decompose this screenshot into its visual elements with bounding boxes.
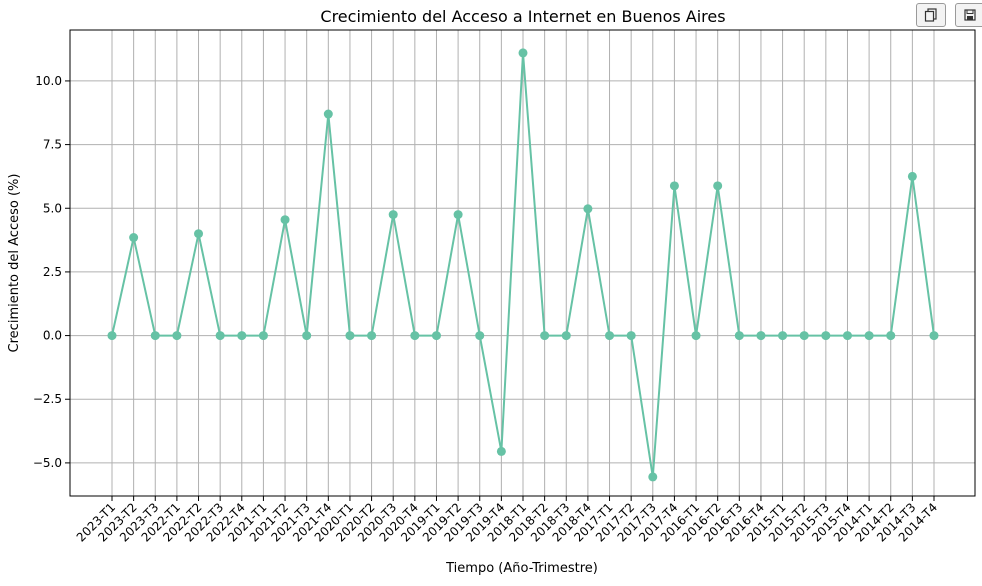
x-axis: 2023-T12023-T22023-T32022-T12022-T22022-… bbox=[74, 496, 940, 545]
x-axis-label: Tiempo (Año-Trimestre) bbox=[445, 561, 598, 576]
save-icon bbox=[964, 9, 976, 21]
data-point bbox=[172, 331, 182, 341]
data-point bbox=[540, 331, 550, 341]
data-point bbox=[626, 331, 636, 341]
grid-lines bbox=[70, 30, 975, 496]
data-point bbox=[496, 446, 506, 456]
copy-button[interactable] bbox=[916, 3, 946, 27]
data-point bbox=[194, 229, 204, 239]
data-point bbox=[907, 171, 917, 181]
data-point bbox=[864, 331, 874, 341]
data-point bbox=[713, 181, 723, 191]
data-point bbox=[129, 233, 139, 243]
copy-icon bbox=[924, 8, 937, 22]
series-line bbox=[107, 48, 939, 482]
data-point bbox=[778, 331, 788, 341]
data-point bbox=[323, 109, 333, 119]
data-point bbox=[561, 331, 571, 341]
data-point bbox=[215, 331, 225, 341]
data-point bbox=[453, 210, 463, 220]
data-point bbox=[842, 331, 852, 341]
data-point bbox=[799, 331, 809, 341]
chart-title: Crecimiento del Acceso a Internet en Bue… bbox=[320, 7, 725, 26]
data-point bbox=[302, 331, 312, 341]
data-point bbox=[107, 331, 117, 341]
y-axis-label: Crecimiento del Acceso (%) bbox=[7, 174, 22, 353]
y-tick-label: 0.0 bbox=[43, 329, 62, 343]
data-point bbox=[734, 331, 744, 341]
data-point bbox=[583, 204, 593, 214]
data-point bbox=[669, 181, 679, 191]
y-tick-label: −2.5 bbox=[33, 392, 62, 406]
y-tick-label: 2.5 bbox=[43, 265, 62, 279]
data-point bbox=[345, 331, 355, 341]
save-button[interactable] bbox=[955, 3, 982, 27]
data-point bbox=[518, 48, 528, 58]
y-tick-label: 5.0 bbox=[43, 201, 62, 215]
data-point bbox=[691, 331, 701, 341]
data-point bbox=[150, 331, 160, 341]
data-point bbox=[388, 210, 398, 220]
data-point bbox=[367, 331, 377, 341]
data-point bbox=[648, 472, 658, 482]
data-point bbox=[280, 215, 290, 225]
data-point bbox=[258, 331, 268, 341]
data-point bbox=[237, 331, 247, 341]
data-point bbox=[821, 331, 831, 341]
plot-frame bbox=[69, 29, 976, 497]
data-point bbox=[475, 331, 485, 341]
data-point bbox=[886, 331, 896, 341]
y-axis: −5.0 −2.5 0.0 2.5 5.0 7.5 10.0 bbox=[33, 74, 70, 470]
data-point bbox=[431, 331, 441, 341]
y-tick-label: 10.0 bbox=[35, 74, 62, 88]
data-point bbox=[605, 331, 615, 341]
data-point bbox=[929, 331, 939, 341]
data-point bbox=[756, 331, 766, 341]
y-tick-label: 7.5 bbox=[43, 138, 62, 152]
data-point bbox=[410, 331, 420, 341]
y-tick-label: −5.0 bbox=[33, 456, 62, 470]
